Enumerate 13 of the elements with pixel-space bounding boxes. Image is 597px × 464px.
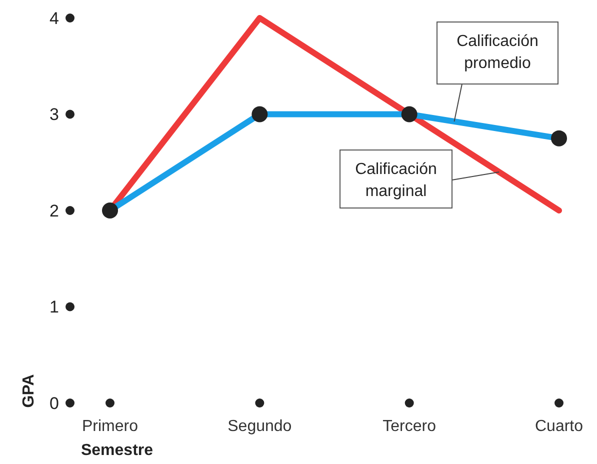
x-tick-label: Primero (82, 418, 138, 435)
text: Calificación promedio (456, 33, 538, 72)
y-tick-label: 3 (50, 105, 59, 124)
y-axis-title: GPA (20, 374, 38, 408)
series-label: Calificación marginal (355, 161, 437, 200)
x-tick-label: Cuarto (534, 418, 584, 435)
x-tick-label: Tercero (382, 418, 436, 435)
y-tick-label: 1 (50, 298, 59, 317)
y-tick-label: 2 (50, 201, 59, 220)
y-tick-label: 0 (50, 394, 59, 413)
y-tick-label: 4 (50, 8, 59, 28)
x-tick-label: Segundo (228, 418, 292, 435)
x-axis-title: Semestre (80, 442, 154, 459)
